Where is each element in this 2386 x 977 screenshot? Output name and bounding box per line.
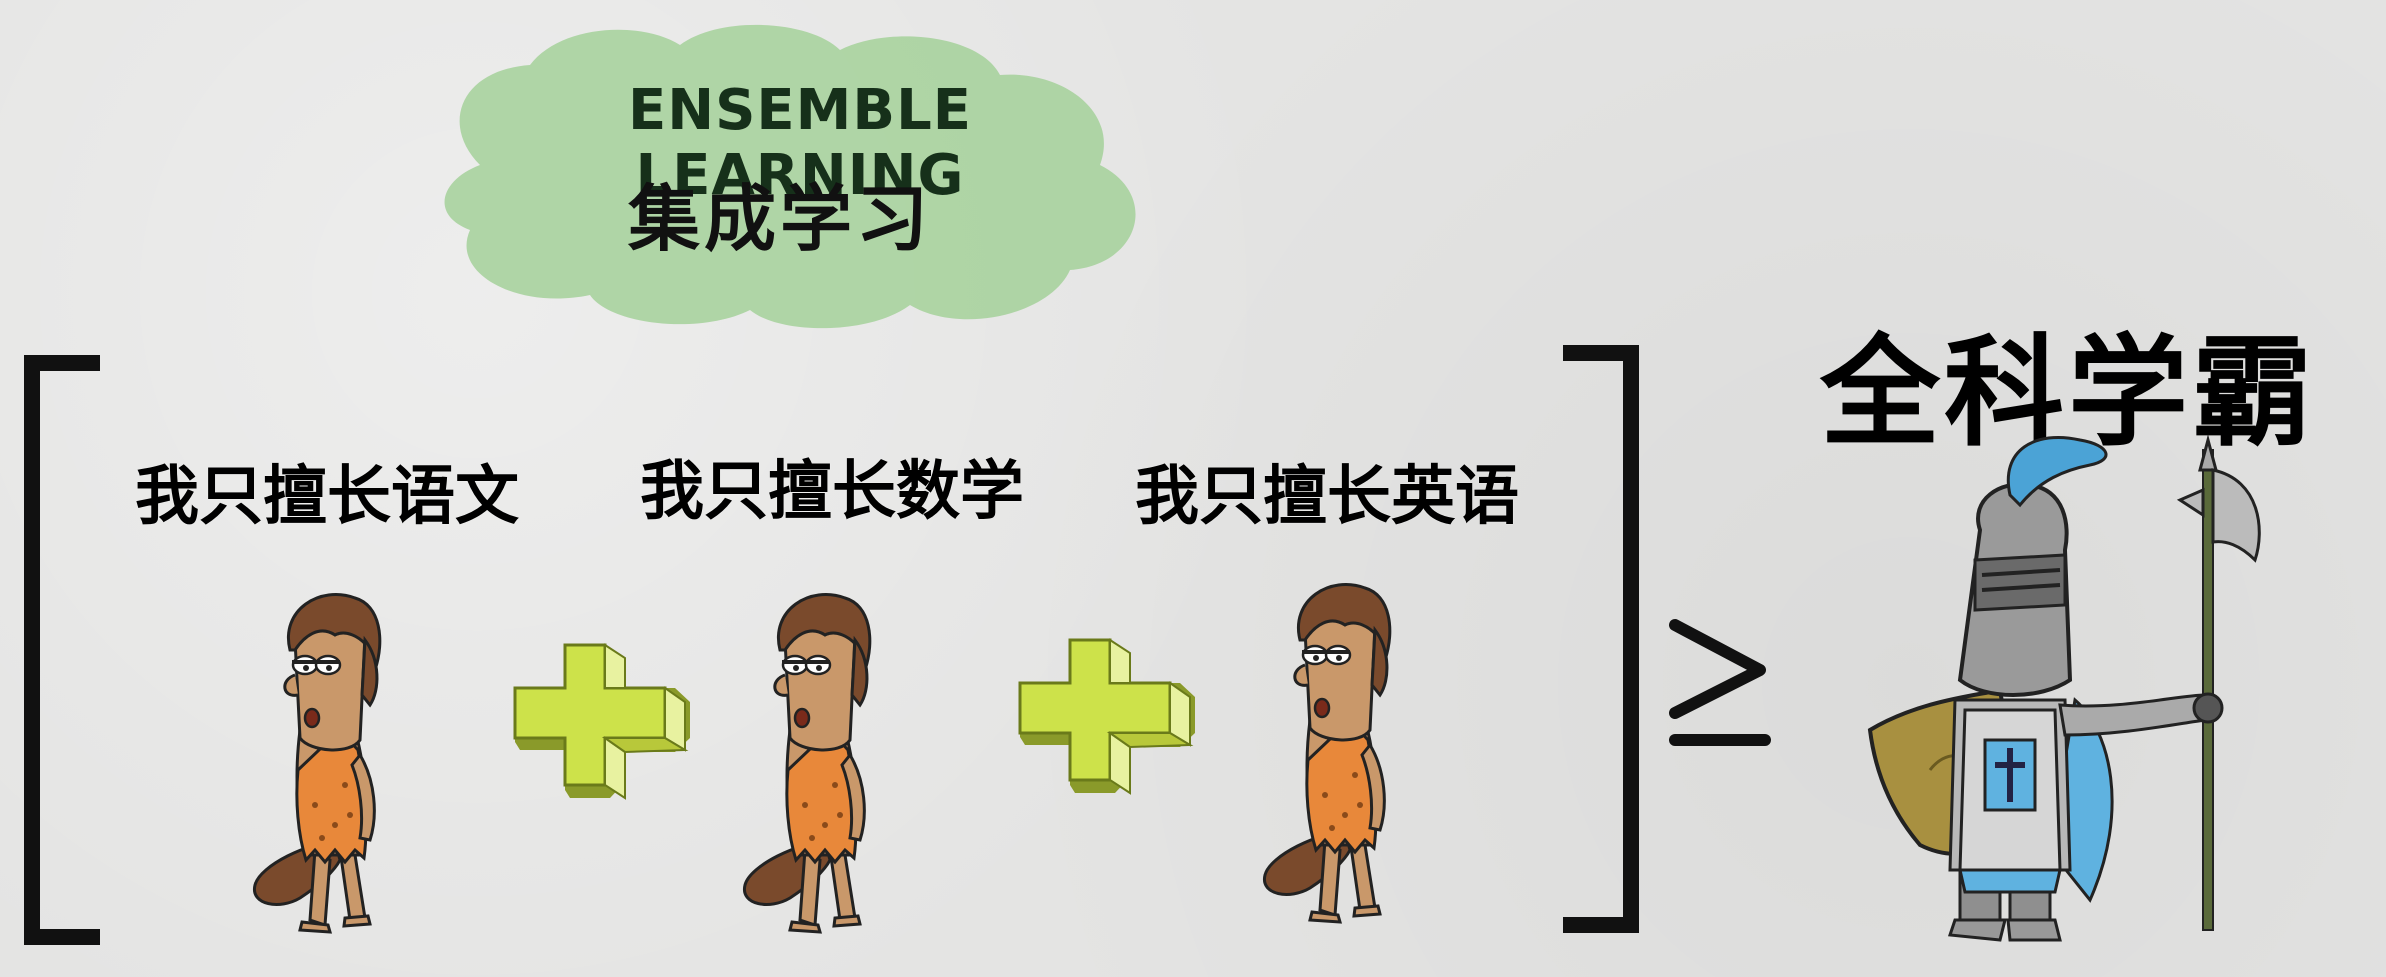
learner-label-chinese: 我只擅长语文 bbox=[135, 460, 519, 534]
caveman-1 bbox=[252, 592, 382, 934]
knight-illustration bbox=[1867, 434, 2261, 942]
left-bracket bbox=[24, 355, 100, 945]
caveman-3 bbox=[1262, 582, 1392, 924]
learner-label-english: 我只擅长英语 bbox=[1135, 460, 1519, 534]
caveman-2 bbox=[742, 592, 872, 934]
right-bracket bbox=[1563, 345, 1639, 933]
title-cloud bbox=[444, 24, 1136, 329]
title-chinese: 集成学习 bbox=[627, 177, 932, 261]
plus-icon-2 bbox=[1018, 638, 1195, 795]
greater-equal-icon bbox=[1669, 619, 1771, 746]
plus-icon-1 bbox=[513, 643, 690, 800]
title-english: ENSEMBLE LEARNING bbox=[627, 78, 973, 208]
learner-label-math: 我只擅长数学 bbox=[640, 455, 1024, 529]
